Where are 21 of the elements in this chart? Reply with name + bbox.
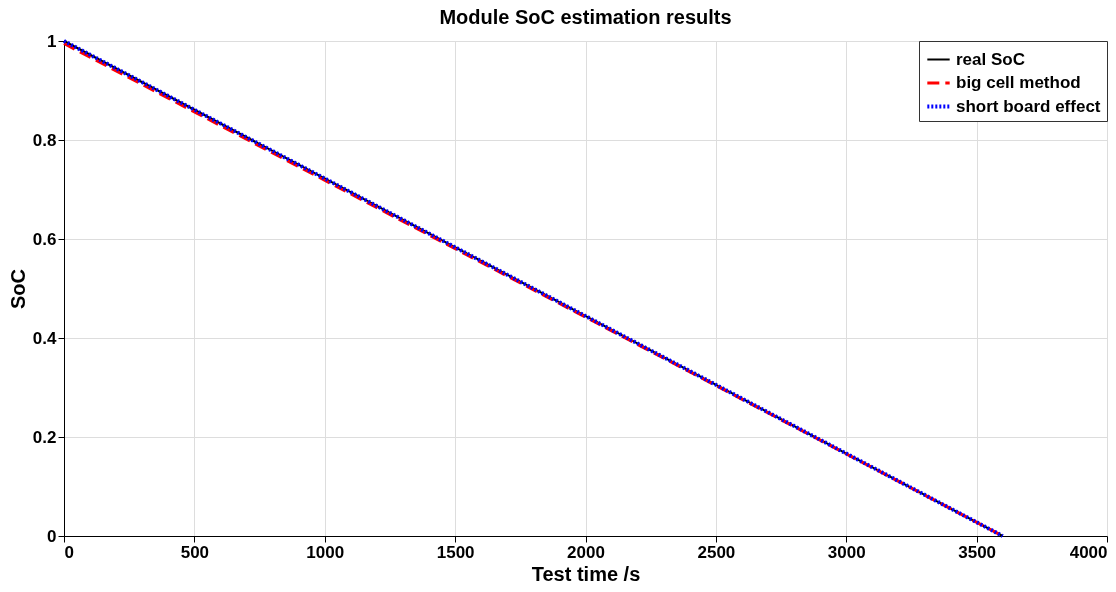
x-tick-label: 3000 [827,542,866,562]
y-tick-label: 0.2 [32,427,57,447]
x-tick-label: 1000 [306,542,345,562]
y-tick-label: 1 [47,31,57,51]
x-tick-label: 1500 [436,542,475,562]
x-tick-label: 3500 [958,542,997,562]
legend-label: short board effect [956,96,1101,116]
y-axis-title: SoC [6,269,29,309]
y-tick-label: 0.8 [32,130,57,150]
x-tick-label: 0 [64,542,74,562]
x-axis-title: Test time /s [531,562,641,585]
legend-label: real SoC [956,49,1025,69]
y-tick-label: 0 [47,526,57,546]
x-tick-label: 500 [180,542,210,562]
x-tick-label: 2000 [567,542,605,562]
chart-title: Module SoC estimation results [439,6,732,28]
y-tick-label: 0.6 [32,229,57,249]
legend-label: big cell method [956,73,1081,92]
x-tick-label: 4000 [1069,542,1108,562]
x-tick-label: 2500 [697,542,736,562]
y-tick-label: 0.4 [32,328,58,348]
